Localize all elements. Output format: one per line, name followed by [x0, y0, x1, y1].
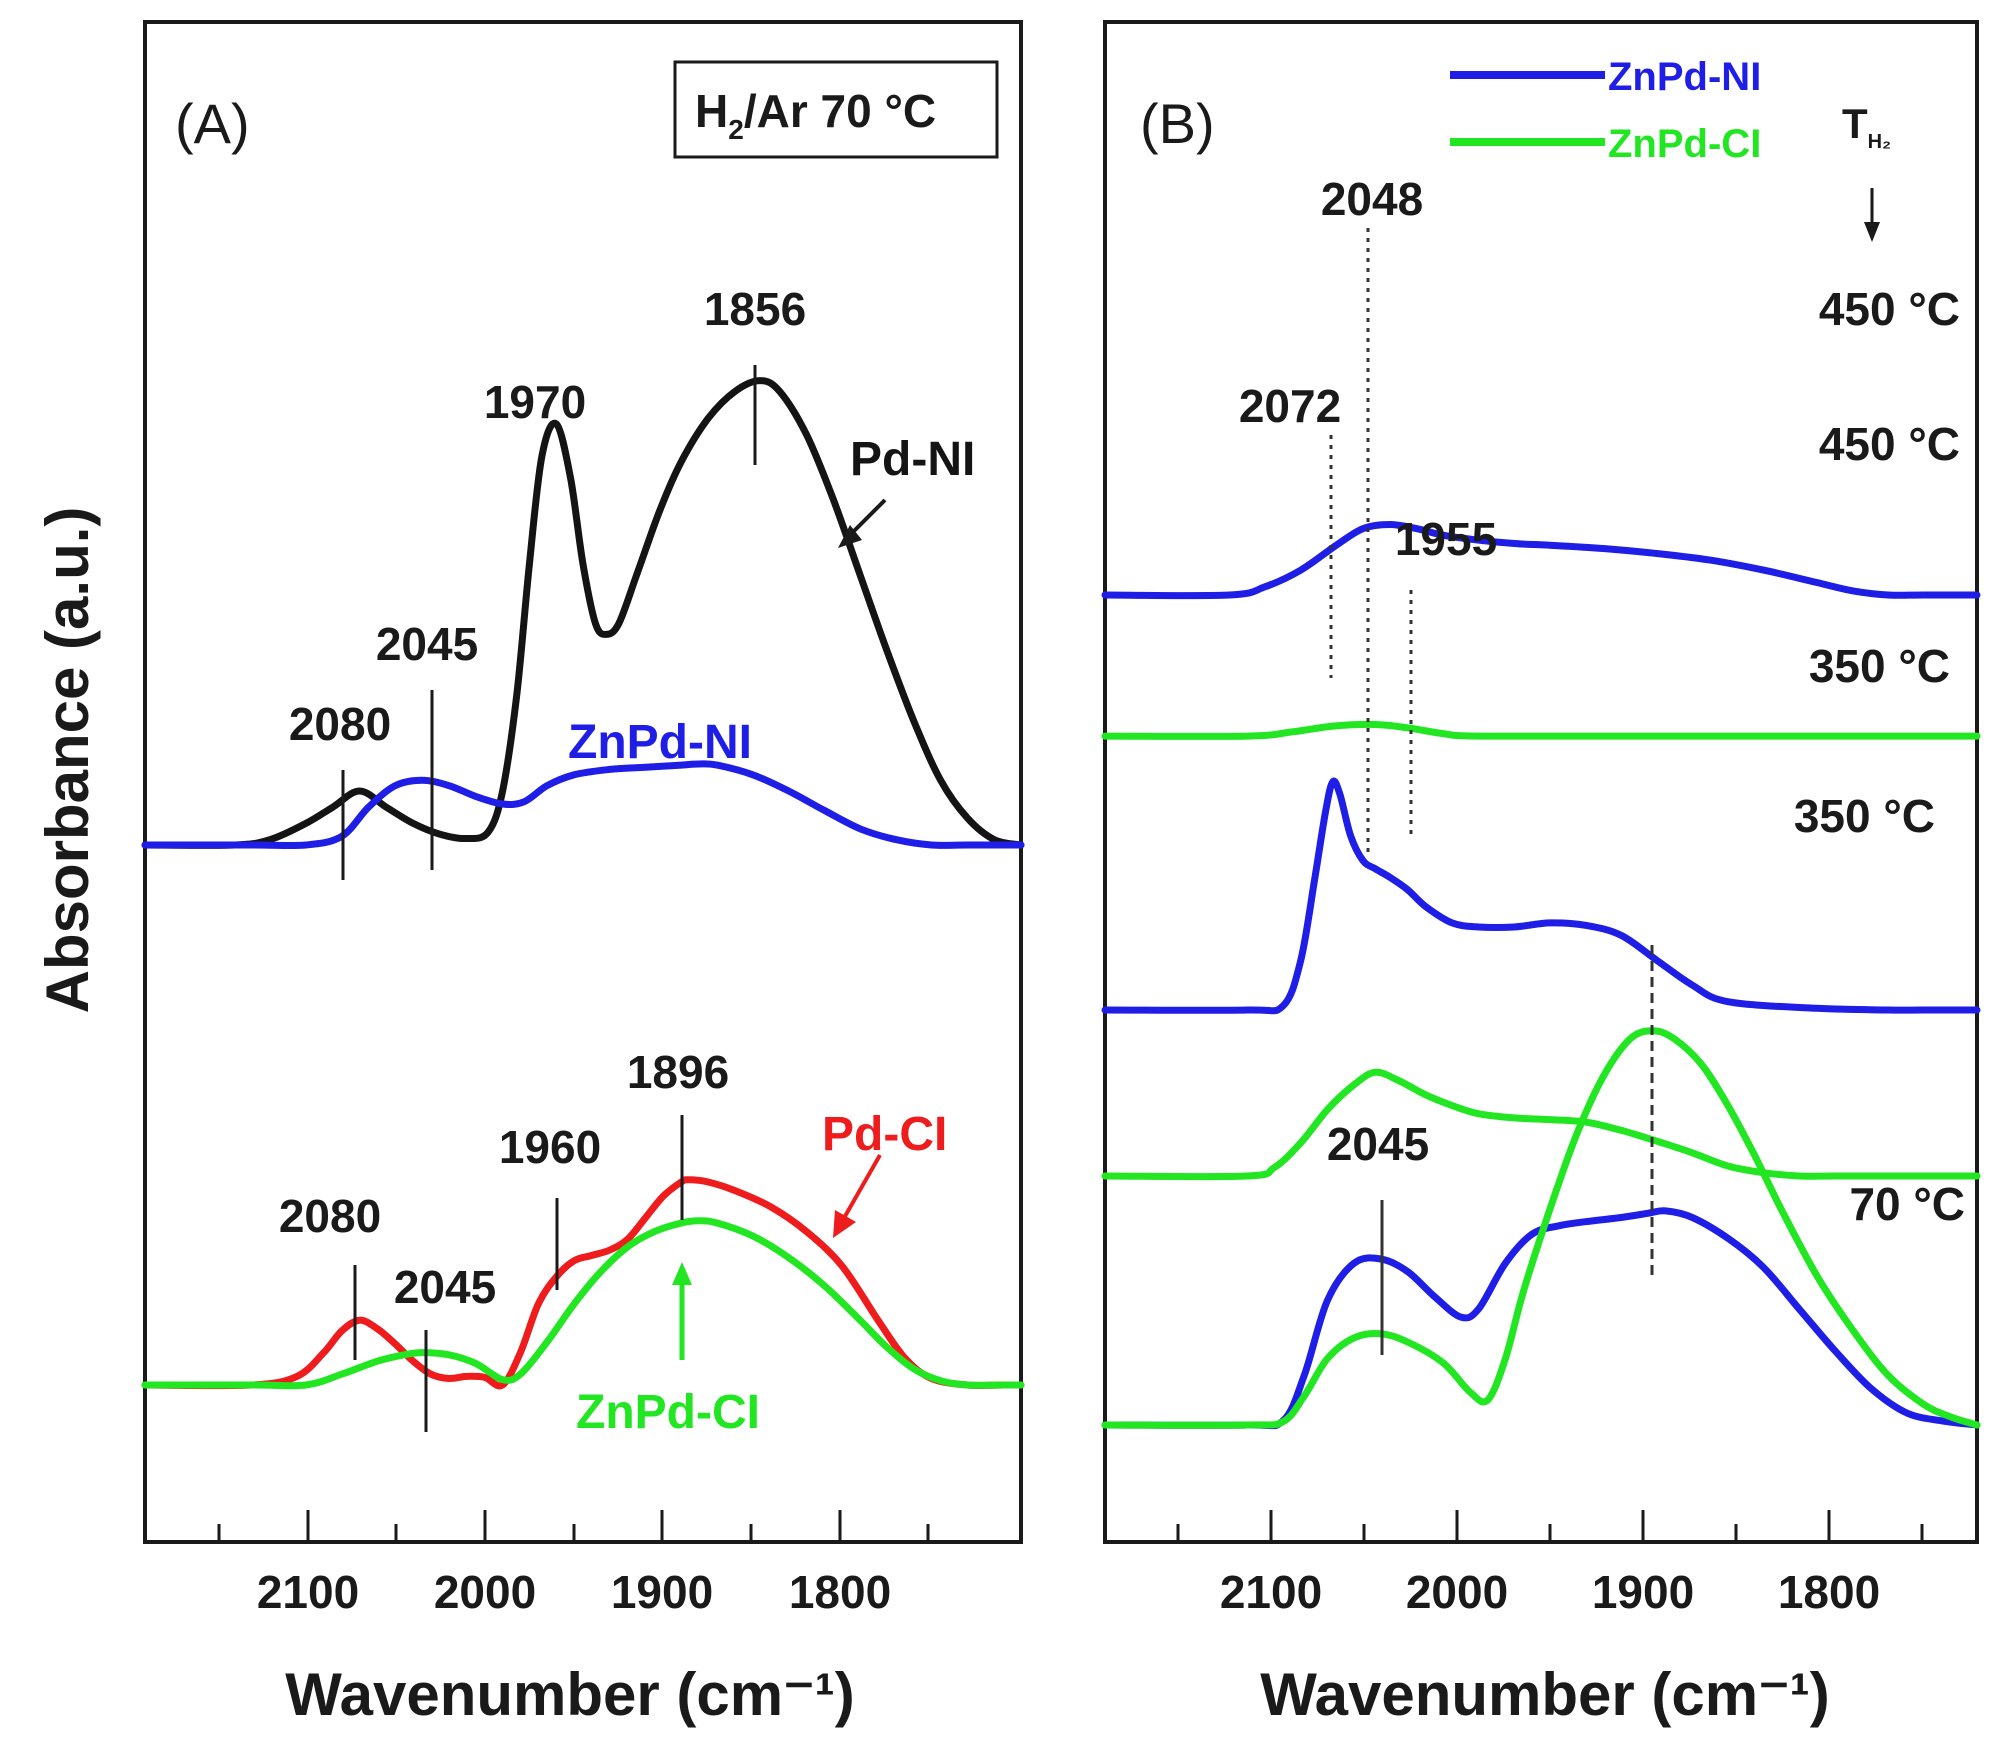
temp-label-70: 70 °C — [1849, 1178, 1965, 1230]
condition-sub: 2 — [728, 114, 744, 145]
series-line-znpd-ni-70-c — [1101, 1207, 1981, 1430]
series-line-znpd-ni — [141, 760, 1025, 850]
y-axis-title: Absorbance (a.u.) — [34, 507, 101, 1014]
peak-label-b-1955: 1955 — [1395, 513, 1497, 565]
pdci-arrow — [838, 1154, 882, 1226]
panel-b-label: (B) — [1140, 92, 1215, 155]
tick-label-a-1800: 1800 — [789, 1566, 891, 1618]
panel-b-guides — [1329, 228, 1654, 1355]
legend-label-znpd-ci: ZnPd-CI — [1608, 122, 1761, 166]
temperature-axis-sub: H₂ — [1868, 131, 1891, 153]
panel-a-x-ticks — [217, 1510, 930, 1542]
peak-label-b-2072: 2072 — [1239, 380, 1341, 432]
temp-label-450-green: 450 °C — [1819, 418, 1960, 470]
peak-label-1970: 1970 — [484, 376, 586, 428]
tick-label-a-2000: 2000 — [434, 1566, 536, 1618]
series-label-pd-ci: Pd-CI — [822, 1108, 947, 1161]
peak-label-b-2048: 2048 — [1321, 173, 1423, 225]
pdni-arrowhead — [838, 525, 862, 548]
temperature-axis-label: TH₂ — [1842, 100, 1891, 153]
temp-label-350-blue: 350 °C — [1809, 640, 1950, 692]
tick-label-a-2100: 2100 — [257, 1566, 359, 1618]
series-line-znpd-ni-450-c — [1101, 521, 1981, 600]
x-axis-title-a: Wavenumber (cm⁻¹) — [285, 1661, 855, 1728]
series-line-znpd-ci-450-c — [1101, 720, 1981, 740]
x-axis-title-b: Wavenumber (cm⁻¹) — [1260, 1661, 1830, 1728]
panel-a-peak-markers — [341, 365, 887, 1432]
panel-a-label: (A) — [175, 92, 250, 155]
condition-box: H2/Ar 70 °C — [673, 60, 999, 159]
temp-label-350-green: 350 °C — [1794, 790, 1935, 842]
condition-rest: /Ar 70 °C — [744, 85, 936, 137]
peak-label-2080-bottom: 2080 — [279, 1190, 381, 1242]
legend: ZnPd-NI ZnPd-CI — [1450, 55, 1761, 166]
panel-a-curves — [141, 377, 1025, 1390]
peak-label-b-2045: 2045 — [1327, 1118, 1429, 1170]
series-label-pd-ni: Pd-NI — [850, 433, 975, 486]
znpdci-arrowhead — [672, 1262, 692, 1285]
series-label-znpd-ci: ZnPd-CI — [576, 1386, 760, 1439]
temperature-arrowhead — [1864, 222, 1880, 242]
panel-a-frame — [143, 20, 1023, 1544]
series-line-pd-ni — [141, 377, 1025, 849]
tick-label-b-2000: 2000 — [1406, 1566, 1508, 1618]
tick-label-b-2100: 2100 — [1220, 1566, 1322, 1618]
peak-label-1856: 1856 — [704, 283, 806, 335]
peak-label-2045-top: 2045 — [376, 618, 478, 670]
temperature-axis-t: T — [1842, 100, 1868, 147]
panel-b: (B) ZnPd-NI ZnPd-CI TH₂ 2048 2072 1955 2… — [1101, 20, 1981, 1728]
peak-label-2080-top: 2080 — [289, 698, 391, 750]
tick-label-b-1900: 1900 — [1592, 1566, 1694, 1618]
series-label-znpd-ni: ZnPd-NI — [568, 716, 752, 769]
tick-label-b-1800: 1800 — [1778, 1566, 1880, 1618]
condition-text: H2/Ar 70 °C — [695, 85, 936, 145]
panel-b-curves — [1101, 521, 1981, 1430]
condition-box-frame — [673, 60, 999, 159]
pdci-arrowhead — [833, 1210, 856, 1238]
tick-label-a-1900: 1900 — [611, 1566, 713, 1618]
temp-label-450-blue: 450 °C — [1819, 283, 1960, 335]
series-line-znpd-ci — [141, 1217, 1025, 1390]
condition-h: H — [695, 85, 728, 137]
peak-label-1896: 1896 — [627, 1046, 729, 1098]
panel-a: (A) H2/Ar 70 °C 1856 1970 — [141, 20, 1025, 1728]
panel-b-frame — [1103, 20, 1979, 1544]
series-line-pd-ci — [141, 1176, 1025, 1390]
peak-label-2045-bottom: 2045 — [394, 1261, 496, 1313]
series-line-znpd-ci-350-c — [1101, 1068, 1981, 1181]
peak-label-1960: 1960 — [499, 1121, 601, 1173]
series-line-znpd-ci-70-c — [1101, 1027, 1981, 1429]
panel-b-x-ticks — [1176, 1510, 1924, 1542]
legend-label-znpd-ni: ZnPd-NI — [1608, 55, 1761, 99]
series-line-znpd-ni-350-c — [1101, 777, 1981, 1015]
